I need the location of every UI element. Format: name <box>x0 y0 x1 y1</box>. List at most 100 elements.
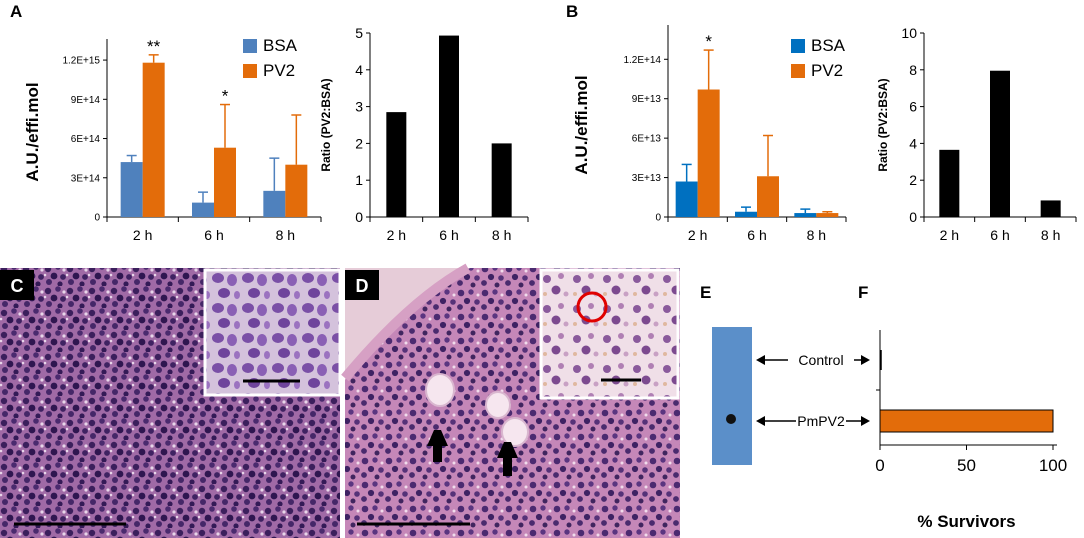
legend-swatch-pv2 <box>791 64 805 78</box>
x-tick-label: 6 h <box>747 227 766 243</box>
bar-pv2 <box>697 89 720 217</box>
arrow-right-icon <box>861 416 870 426</box>
x-tick-label: 6 h <box>204 227 223 243</box>
y-tick-label: 6E+13 <box>632 134 662 145</box>
bar-pv2 <box>757 176 779 217</box>
bar-pv2 <box>285 164 308 217</box>
bar-pv2 <box>816 213 839 217</box>
panel-letter-d: D <box>356 276 369 296</box>
y-tick-label: 6E+14 <box>71 134 101 145</box>
panel-letter-d-bg <box>345 270 379 300</box>
bar-bsa <box>675 181 698 217</box>
bar-bsa <box>263 190 286 217</box>
x-tick-label: 8 h <box>276 227 295 243</box>
y-axis-title: Ratio (PV2:BSA) <box>876 78 890 171</box>
bar-ratio <box>491 143 512 217</box>
x-tick-label: 8 h <box>1041 227 1060 243</box>
y-axis-title: A.U./effi.mol <box>572 75 591 174</box>
bar-bsa <box>794 213 817 217</box>
x-axis-title: % Survivors <box>917 512 1015 531</box>
capsule-border <box>341 263 471 382</box>
arrow-up-icon <box>497 442 518 476</box>
bar-pv2 <box>142 62 165 217</box>
bar-survivors <box>879 409 1054 433</box>
inset-image-c <box>203 268 342 397</box>
arrow-up-icon <box>427 430 448 462</box>
y-tick-label: 4 <box>909 135 917 151</box>
x-tick-label: 0 <box>875 456 884 475</box>
chart-b-left: 0 3E+13 6E+13 9E+13 1.2E+14 2 h * 6 h 8 h BSA PV2 A… <box>572 25 847 243</box>
y-tick-label: 1 <box>355 172 363 188</box>
dot-blot-membrane <box>712 327 752 465</box>
chart-a-left: 0 3E+14 6E+14 9E+14 1.2E+15 2 h ** 6 h * 8 h BSA PV… <box>23 36 322 243</box>
y-tick-label: 1.2E+14 <box>623 55 661 66</box>
significance-stars: ** <box>147 37 161 56</box>
legend-swatch-bsa <box>791 39 805 53</box>
bar-bsa <box>120 162 143 217</box>
x-tick-label: 2 h <box>387 227 406 243</box>
bar-ratio <box>990 70 1010 217</box>
legend-swatch-pv2 <box>243 64 257 78</box>
bar-pv2 <box>214 147 236 217</box>
legend-label-bsa: BSA <box>263 36 298 55</box>
row-label-control: Control <box>798 352 843 368</box>
y-tick-label: 6 <box>909 99 917 115</box>
panel-e: E <box>700 283 752 465</box>
y-tick-label: 5 <box>355 25 363 41</box>
arrow-right-icon <box>861 355 870 365</box>
vacuole <box>425 373 455 407</box>
x-tick-label: 6 h <box>439 227 458 243</box>
legend-swatch-bsa <box>243 39 257 53</box>
x-tick-label: 2 h <box>940 227 959 243</box>
chart-b-right: 0 2 4 6 8 10 2 h 6 h 8 h Ratio (PV2:BSA) <box>876 25 1077 243</box>
bar-ratio <box>939 149 960 217</box>
panel-letter-c: C <box>11 276 24 296</box>
arrow-left-icon <box>756 416 765 426</box>
bar-bsa <box>735 211 757 217</box>
vacuole <box>485 391 511 419</box>
vacuole <box>501 417 529 447</box>
y-tick-label: 2 <box>355 135 363 151</box>
y-tick-label: 0 <box>655 213 661 224</box>
x-tick-label: 100 <box>1039 456 1067 475</box>
bar-ratio <box>386 112 407 217</box>
x-tick-label: 8 h <box>807 227 826 243</box>
significance-stars: * <box>705 32 712 51</box>
panel-letter-a: A <box>10 2 22 21</box>
y-axis-title: Ratio (PV2:BSA) <box>319 78 333 171</box>
y-tick-label: 0 <box>355 209 363 225</box>
row-label-pmpv2: PmPV2 <box>797 413 845 429</box>
y-tick-label: 9E+13 <box>632 94 662 105</box>
arrow-left-icon <box>756 355 765 365</box>
panel-letter-f: F <box>858 283 868 302</box>
legend-label-bsa: BSA <box>811 36 846 55</box>
y-tick-label: 9E+14 <box>71 95 101 106</box>
y-tick-label: 8 <box>909 62 917 78</box>
x-tick-label: 6 h <box>990 227 1009 243</box>
blot-dot <box>726 414 736 424</box>
panel-letter-e: E <box>700 283 711 302</box>
legend-label-pv2: PV2 <box>263 61 295 80</box>
bar-bsa <box>192 202 214 217</box>
y-tick-label: 1.2E+15 <box>62 56 100 67</box>
y-tick-label: 3E+13 <box>632 173 662 184</box>
inset-image-d <box>539 268 680 400</box>
y-tick-label: 3 <box>355 99 363 115</box>
significance-stars: * <box>222 87 229 106</box>
bar-ratio <box>1040 200 1061 217</box>
panel-c-micrograph: C <box>0 268 342 538</box>
y-tick-label: 2 <box>909 172 917 188</box>
x-tick-label: 8 h <box>492 227 511 243</box>
y-tick-label: 0 <box>94 213 100 224</box>
y-tick-label: 10 <box>901 25 917 41</box>
bar-ratio <box>439 35 459 217</box>
y-tick-label: 0 <box>909 209 917 225</box>
y-tick-label: 3E+14 <box>71 173 101 184</box>
x-tick-label: 2 h <box>133 227 152 243</box>
legend-label-pv2: PV2 <box>811 61 843 80</box>
y-axis-title: A.U./effi.mol <box>23 82 42 181</box>
y-tick-label: 4 <box>355 62 363 78</box>
chart-a-right: 0 1 2 3 4 5 2 h 6 h 8 h Ratio (PV2:BSA) <box>319 25 529 243</box>
panel-letter-b: B <box>566 2 578 21</box>
